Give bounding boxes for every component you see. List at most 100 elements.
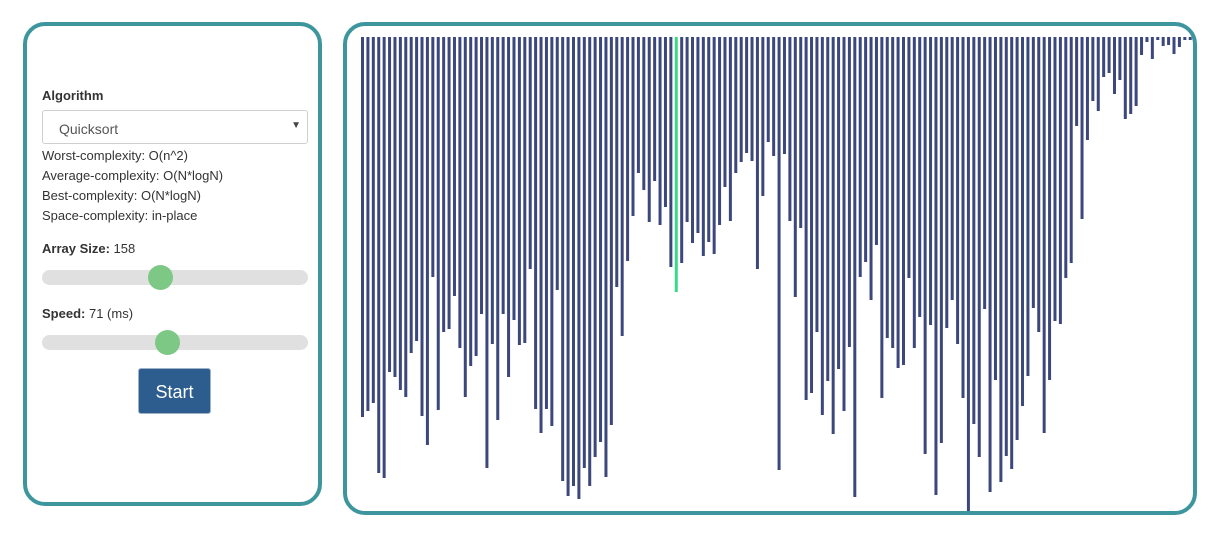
array-bar: [680, 37, 684, 263]
array-bar: [604, 37, 608, 477]
array-bar: [842, 37, 846, 411]
array-bar-pivot: [674, 37, 678, 292]
array-bar: [1129, 37, 1133, 114]
array-bar: [1096, 37, 1100, 111]
array-bar: [858, 37, 862, 277]
array-bar: [718, 37, 722, 225]
array-size-label: Array Size: 158: [42, 241, 135, 256]
array-bar: [983, 37, 987, 309]
array-bar: [1053, 37, 1057, 321]
array-bar: [1112, 37, 1116, 94]
array-bar: [388, 37, 392, 372]
array-bar: [512, 37, 516, 320]
array-bar: [1145, 37, 1149, 42]
array-bar: [442, 37, 446, 332]
start-button[interactable]: Start: [138, 368, 211, 414]
array-bar: [869, 37, 873, 300]
array-bar: [415, 37, 419, 341]
array-bar: [929, 37, 933, 325]
array-bar: [788, 37, 792, 221]
speed-slider-thumb[interactable]: [155, 330, 181, 355]
array-bar: [977, 37, 981, 457]
array-bar: [469, 37, 473, 366]
worst-complexity: Worst-complexity: O(n^2): [42, 148, 188, 163]
array-bar: [696, 37, 700, 233]
array-bar: [1080, 37, 1084, 219]
controls-panel: Algorithm Quicksort ▼ Worst-complexity: …: [23, 22, 322, 506]
array-bar: [918, 37, 922, 317]
array-bar: [1118, 37, 1122, 80]
array-bar: [431, 37, 435, 277]
array-bar: [837, 37, 841, 369]
array-bar: [945, 37, 949, 328]
array-bar: [923, 37, 927, 454]
array-size-slider[interactable]: [42, 265, 308, 290]
array-bar: [366, 37, 370, 411]
array-bar: [361, 37, 364, 417]
array-bar: [458, 37, 462, 348]
array-bar: [507, 37, 511, 377]
array-bar: [1177, 37, 1181, 47]
array-bar: [1167, 37, 1171, 45]
array-bar: [371, 37, 375, 403]
array-bar: [972, 37, 976, 424]
array-bar: [620, 37, 624, 336]
array-bar: [1004, 37, 1008, 456]
array-bar: [712, 37, 716, 254]
array-bar: [723, 37, 727, 187]
array-bar: [425, 37, 429, 445]
array-bar: [1031, 37, 1035, 308]
array-bar: [864, 37, 868, 262]
array-bar: [626, 37, 630, 261]
array-bar: [485, 37, 489, 468]
array-bar: [571, 37, 575, 486]
array-bar: [896, 37, 900, 368]
array-bar: [685, 37, 689, 222]
array-bar: [463, 37, 467, 397]
array-bar: [745, 37, 749, 153]
array-bar: [588, 37, 592, 486]
array-bar: [1161, 37, 1165, 46]
array-bar: [728, 37, 732, 221]
array-bar: [528, 37, 532, 269]
array-bar: [755, 37, 759, 269]
array-bar: [988, 37, 992, 492]
speed-slider[interactable]: [42, 330, 308, 355]
array-bar: [804, 37, 808, 400]
array-bar: [1037, 37, 1041, 332]
array-bar: [691, 37, 695, 243]
array-bar: [555, 37, 559, 290]
array-bar: [891, 37, 895, 348]
space-complexity: Space-complexity: in-place: [42, 208, 198, 223]
array-bar: [1140, 37, 1144, 55]
array-bar: [1091, 37, 1095, 101]
array-bar: [523, 37, 527, 343]
array-bar: [452, 37, 456, 296]
array-bar: [517, 37, 521, 345]
array-bar: [1064, 37, 1068, 278]
array-bar: [653, 37, 657, 181]
array-bar: [636, 37, 640, 173]
array-bar: [1134, 37, 1138, 106]
speed-title: Speed:: [42, 306, 86, 321]
array-bar: [950, 37, 954, 300]
array-bar: [761, 37, 765, 196]
array-bar: [847, 37, 851, 347]
array-bar: [501, 37, 505, 314]
array-bar: [826, 37, 830, 381]
array-bar: [934, 37, 938, 495]
array-bar: [561, 37, 565, 481]
algorithm-selected-value: Quicksort: [59, 121, 119, 137]
array-bar: [853, 37, 857, 497]
algorithm-select[interactable]: Quicksort ▼: [42, 110, 308, 144]
array-size-slider-thumb[interactable]: [148, 265, 174, 290]
array-bar: [1188, 37, 1192, 40]
array-bar: [815, 37, 819, 332]
array-bar: [669, 37, 673, 267]
array-bar: [912, 37, 916, 348]
array-bar: [961, 37, 965, 398]
speed-value: 71 (ms): [88, 306, 134, 321]
array-bar: [382, 37, 386, 478]
array-bar: [631, 37, 635, 216]
array-bar: [404, 37, 408, 397]
